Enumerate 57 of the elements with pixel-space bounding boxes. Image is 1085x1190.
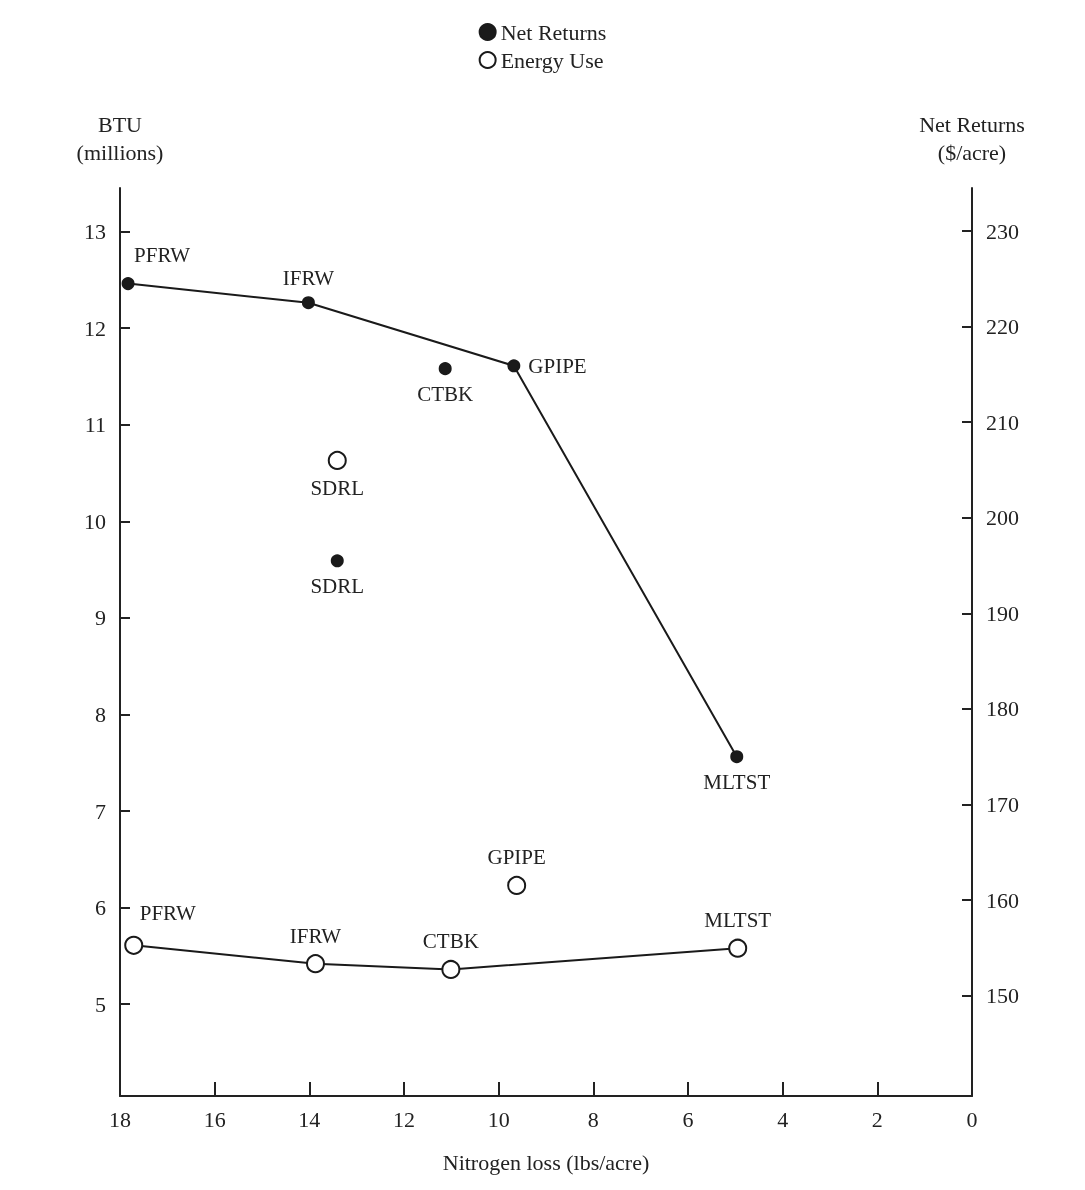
y2-tick-label: 200 — [986, 505, 1019, 531]
y2-tick-label: 160 — [986, 887, 1019, 913]
data-label: PFRW — [134, 242, 191, 267]
y2-tick-label: 190 — [986, 600, 1019, 626]
data-label: MLTST — [703, 769, 771, 794]
x-tick-label: 16 — [203, 1106, 226, 1132]
point — [121, 277, 135, 291]
y2-tick-label: 220 — [986, 314, 1019, 340]
y-axis-title: BTU (millions) — [76, 111, 164, 165]
legend-label: Energy Use — [500, 47, 604, 73]
x-tick-label: 18 — [109, 1106, 131, 1132]
y-tick-label: 5 — [95, 991, 106, 1017]
data-label: SDRL — [310, 573, 365, 598]
x-tick-label: 8 — [587, 1106, 599, 1132]
x-tick-label: 4 — [777, 1106, 789, 1132]
point — [441, 959, 461, 979]
point — [730, 750, 744, 764]
y-tick-label: 9 — [95, 605, 106, 631]
x-axis-title: Nitrogen loss (lbs/acre) — [442, 1149, 650, 1175]
legend-label: Net Returns — [500, 19, 607, 45]
point — [301, 296, 315, 310]
point — [507, 875, 527, 895]
x-tick-label: 6 — [682, 1106, 694, 1132]
x-tick-label: 0 — [966, 1106, 978, 1132]
y-tick-label: 10 — [84, 508, 106, 534]
point — [438, 362, 452, 376]
y-tick-label: 8 — [95, 701, 106, 727]
data-label: GPIPE — [528, 353, 587, 378]
y-tick-label: 6 — [95, 895, 106, 921]
y2-tick-label: 180 — [986, 696, 1019, 722]
x-tick-label: 10 — [487, 1106, 510, 1132]
data-label: MLTST — [704, 908, 772, 933]
point — [327, 450, 347, 470]
data-label: CTBK — [422, 929, 479, 954]
y-tick-label: 7 — [95, 798, 106, 824]
y-tick-label: 11 — [84, 412, 106, 438]
point — [507, 359, 521, 373]
x-tick-label: 2 — [871, 1106, 883, 1132]
data-label: IFRW — [282, 265, 335, 290]
data-label: SDRL — [310, 476, 365, 501]
y-tick-label: 13 — [84, 218, 106, 244]
data-label: PFRW — [139, 901, 196, 926]
y2-tick-label: 150 — [986, 983, 1019, 1009]
y2-axis-title: Net Returns ($/acre) — [919, 111, 1025, 165]
point — [330, 554, 344, 568]
point — [728, 938, 748, 958]
data-label: IFRW — [289, 923, 342, 948]
data-label: GPIPE — [487, 845, 546, 870]
point — [306, 954, 325, 974]
y-tick-label: 12 — [84, 315, 106, 341]
y2-tick-label: 230 — [986, 218, 1019, 244]
x-tick-label: 12 — [393, 1106, 415, 1132]
point — [124, 935, 144, 955]
data-label: CTBK — [417, 381, 474, 406]
x-tick-label: 14 — [298, 1106, 321, 1132]
y2-tick-label: 210 — [986, 409, 1019, 435]
y2-tick-label: 170 — [986, 791, 1019, 817]
